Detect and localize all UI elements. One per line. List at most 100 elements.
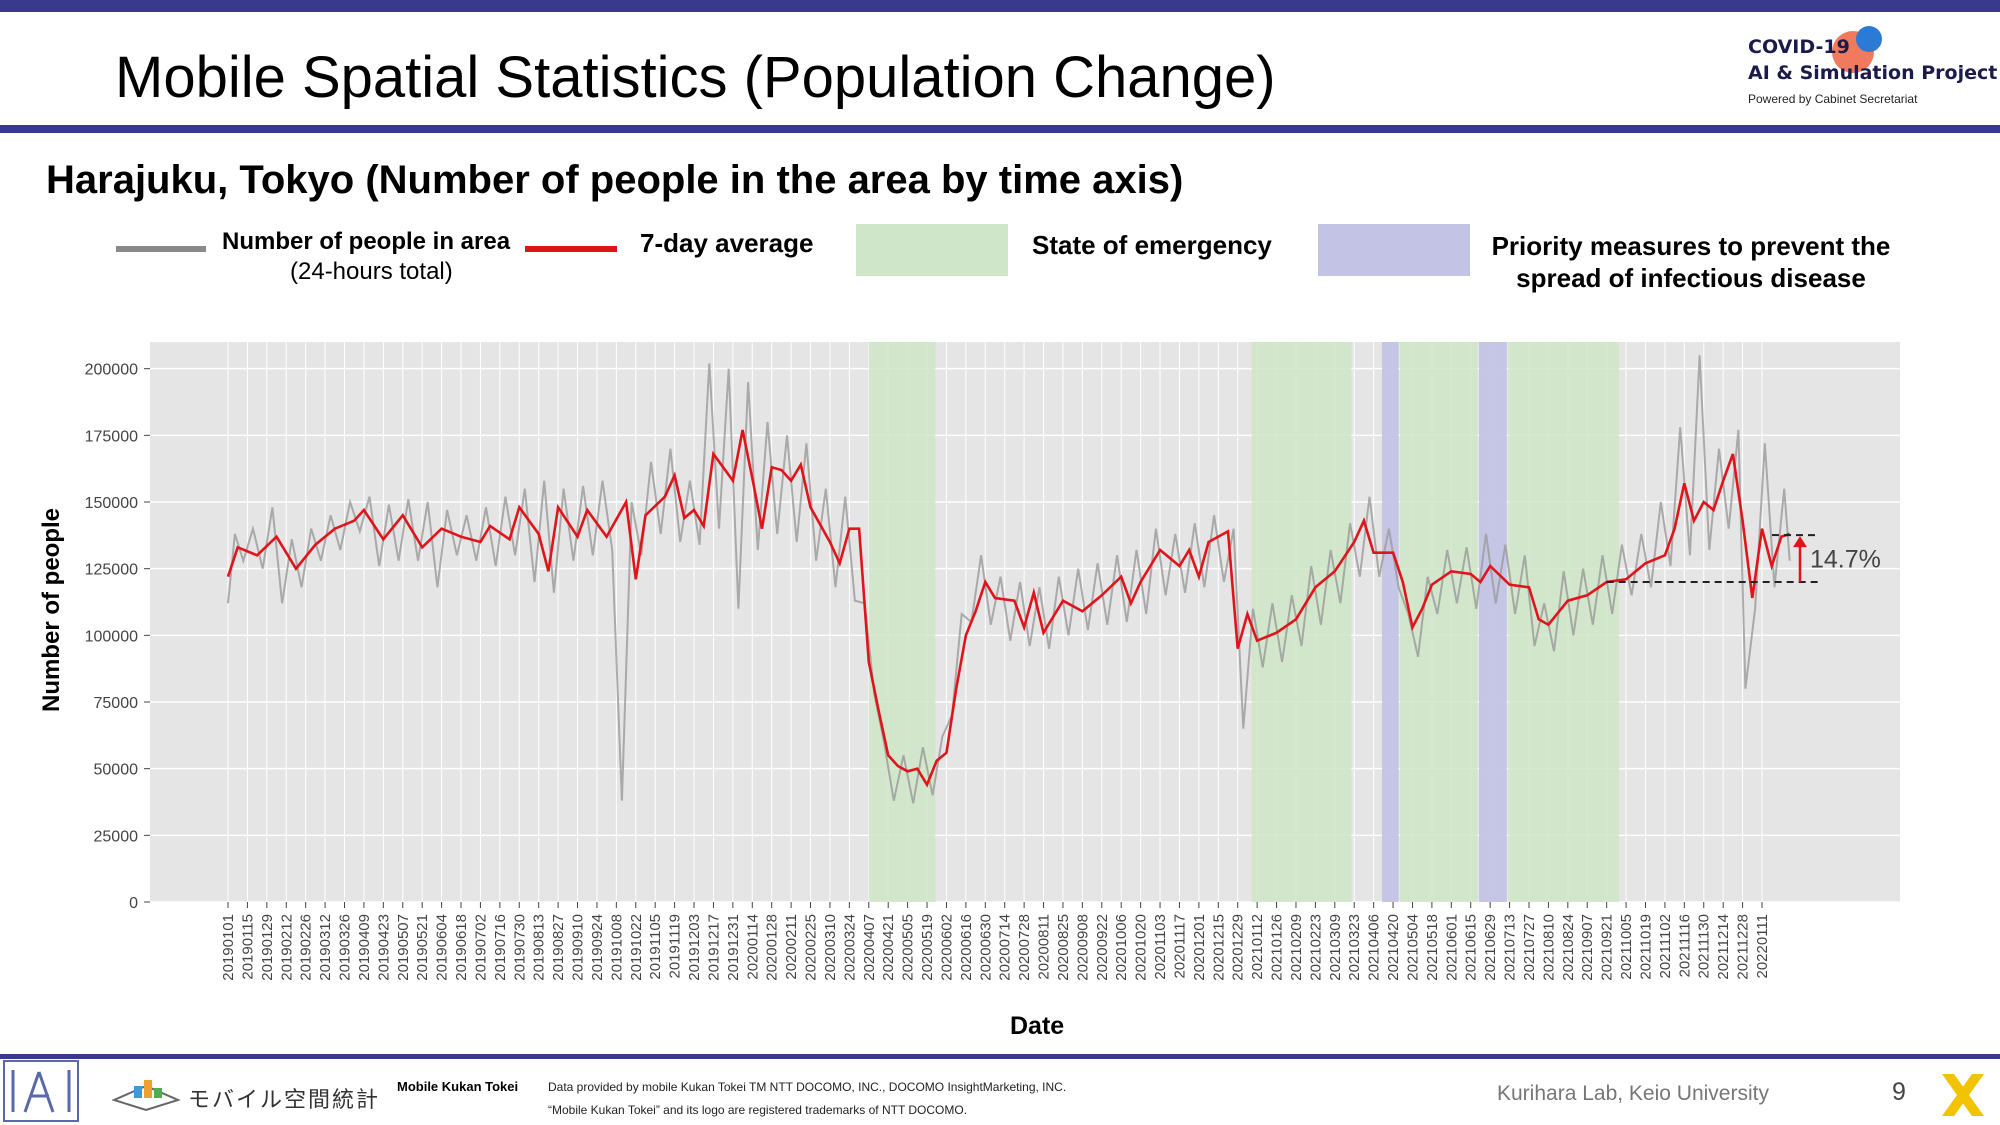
x-tick-label: 20190716 xyxy=(492,914,509,981)
y-tick-label: 25000 xyxy=(94,828,139,845)
y-tick-label: 125000 xyxy=(85,562,138,579)
x-tick-label: 20191119 xyxy=(667,914,684,979)
x-tick-label: 20200407 xyxy=(861,914,878,981)
x-tick-label: 20211019 xyxy=(1637,914,1654,980)
emergency-band xyxy=(1399,342,1478,902)
x-tick-label: 20191008 xyxy=(608,914,625,981)
y-tick-label: 100000 xyxy=(85,628,138,645)
x-tick-label: 20210223 xyxy=(1307,914,1324,981)
x-tick-label: 20211214 xyxy=(1715,914,1732,980)
x-tick-label: 20190507 xyxy=(395,914,412,981)
legend-daily-label: Number of people in area xyxy=(222,228,511,255)
x-tick-label: 20210810 xyxy=(1540,914,1557,981)
y-tick-label: 75000 xyxy=(94,695,139,712)
x-tick-label: 20190226 xyxy=(298,914,315,981)
x-tick-label: 20210601 xyxy=(1443,914,1460,981)
x-tick-label: 20210921 xyxy=(1599,914,1616,981)
x-tick-label: 20211228 xyxy=(1735,914,1752,980)
page-number: 9 xyxy=(1892,1078,1906,1106)
x-tick-label: 20210406 xyxy=(1366,914,1383,981)
top-bar xyxy=(0,0,2000,12)
x-tick-label: 20200825 xyxy=(1055,914,1072,981)
x-tick-label: 20210504 xyxy=(1404,914,1421,981)
x-tick-label: 20211130 xyxy=(1696,914,1713,979)
x-tick-label: 20210126 xyxy=(1269,914,1286,981)
x-tick-label: 20200922 xyxy=(1094,914,1111,981)
x-tick-label: 20191203 xyxy=(686,914,703,981)
footer-bar xyxy=(0,1054,2000,1059)
y-tick-label: 150000 xyxy=(85,495,138,512)
emergency-band xyxy=(1251,342,1352,902)
legend-emergency-swatch xyxy=(856,224,1008,276)
x-tick-label: 20200114 xyxy=(744,914,761,980)
x-tick-label: 20191105 xyxy=(647,914,664,980)
x-tick-label: 20190101 xyxy=(220,914,237,981)
x-tick-label: 20190827 xyxy=(550,914,567,981)
x-tick-label: 20190813 xyxy=(531,914,548,981)
priority-band xyxy=(1381,342,1399,902)
x-tick-label: 20211102 xyxy=(1657,914,1674,979)
footer-mobile-name: Mobile Kukan Tokei xyxy=(397,1079,519,1094)
x-tick-label: 20200128 xyxy=(764,914,781,981)
logo-blue-dot xyxy=(1856,26,1882,52)
daily-count-line xyxy=(227,355,1791,804)
x-tick-label: 20210209 xyxy=(1288,914,1305,981)
x-tick-label: 20200225 xyxy=(803,914,820,981)
x-tick-label: 20200616 xyxy=(958,914,975,981)
x-tick-label: 20201020 xyxy=(1133,914,1150,981)
mobile-kukan-logo-icon xyxy=(111,1080,181,1112)
x-tick-label: 20190312 xyxy=(317,914,334,981)
x-tick-label: 20200908 xyxy=(1074,914,1091,981)
x-tick-label: 20200728 xyxy=(1016,914,1033,981)
x-tick-label: 20201201 xyxy=(1191,914,1208,981)
x-tick-label: 20190618 xyxy=(453,914,470,981)
x-tick-label: 20191022 xyxy=(628,914,645,981)
x-tick-label: 20200505 xyxy=(900,914,917,981)
y-tick-label: 200000 xyxy=(85,362,138,379)
legend-daily-swatch xyxy=(116,246,206,252)
x-tick-label: 20190212 xyxy=(278,914,295,981)
x-tick-label: 20200211 xyxy=(783,914,800,980)
logo-line1: COVID-19 xyxy=(1748,36,1850,58)
x-tick-label: 20210907 xyxy=(1579,914,1596,981)
x-tick-label: 20200421 xyxy=(880,914,897,981)
x-tick-label: 20210323 xyxy=(1346,914,1363,981)
x-tick-label: 20200714 xyxy=(997,914,1014,981)
x-tick-label: 20200310 xyxy=(822,914,839,981)
project-logo: COVID-19 AI & Simulation Project Powered… xyxy=(1748,26,1997,116)
x-tick-label: 20200602 xyxy=(938,914,955,981)
legend-priority-swatch xyxy=(1318,224,1470,276)
x-tick-label: 20190115 xyxy=(239,914,256,980)
x-tick-label: 20200811 xyxy=(1036,914,1053,980)
x-tick-label: 20200519 xyxy=(919,914,936,981)
x-tick-label: 20190924 xyxy=(589,914,606,981)
legend-emergency-label: State of emergency xyxy=(1032,230,1272,260)
x-tick-label: 20210629 xyxy=(1482,914,1499,981)
x-tick-label: 20200630 xyxy=(977,914,994,981)
legend-daily-sublabel: (24-hours total) xyxy=(290,258,453,285)
x-tick-label: 20211005 xyxy=(1618,914,1635,980)
x-tick-label: 20201215 xyxy=(1210,914,1227,981)
x-axis-label: Date xyxy=(1010,1012,1065,1040)
seven-day-average-line xyxy=(226,429,1791,788)
chart-subtitle: Harajuku, Tokyo (Number of people in the… xyxy=(46,158,1184,202)
x-tick-label: 20220111 xyxy=(1754,914,1771,979)
x-tick-label: 20190521 xyxy=(414,914,431,981)
mobile-kukan-logo: モバイル空間統計 xyxy=(111,1076,378,1112)
x-tick-label: 20210420 xyxy=(1385,914,1402,981)
x-tick-label: 20190910 xyxy=(570,914,587,981)
footer-credit-line1: Data provided by mobile Kukan Tokei TM N… xyxy=(548,1080,1067,1094)
x-tick-label: 20190604 xyxy=(434,914,451,981)
x-tick-label: 20210615 xyxy=(1463,914,1480,981)
title-underline xyxy=(0,125,2000,133)
x-tick-label: 20191231 xyxy=(725,914,742,981)
logo-line2: AI & Simulation Project xyxy=(1748,62,1998,84)
x-tick-label: 20201117 xyxy=(1171,914,1188,979)
x-tick-label: 20210713 xyxy=(1502,914,1519,981)
legend-priority-label: Priority measures to prevent the spread … xyxy=(1491,231,1891,293)
priority-band xyxy=(1479,342,1507,902)
x-tick-label: 20200324 xyxy=(841,914,858,981)
university-logo-icon xyxy=(11,1070,71,1113)
page-title: Mobile Spatial Statistics (Population Ch… xyxy=(115,45,1276,110)
x-tick-label: 20191217 xyxy=(705,914,722,981)
